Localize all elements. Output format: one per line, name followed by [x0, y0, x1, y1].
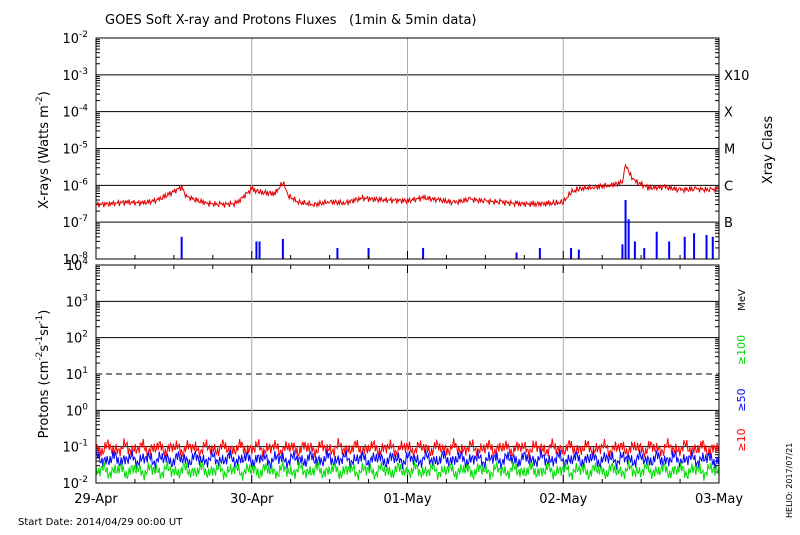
- credit-label: HELIO: 2017/07/21: [785, 443, 794, 518]
- proton-legend-label: ≥10: [735, 428, 748, 451]
- proton-tick-label: 104: [66, 257, 89, 274]
- proton-legend-label: ≥100: [735, 335, 748, 365]
- xray-y-axis: X-rays (Watts m-2): [35, 91, 52, 209]
- xray-tick-label: 10-8: [62, 251, 88, 268]
- proton-tick-label: 10-2: [62, 475, 88, 492]
- xray-long-line: [96, 163, 720, 209]
- proton-legend-entry: ≥10: [735, 428, 748, 451]
- proton-y-axis-label: Protons (cm-2s-1sr-1): [35, 310, 52, 439]
- proton-series-line: [95, 449, 720, 470]
- xray-class-axis: Xray Class: [761, 116, 776, 184]
- xray-class-label: X10: [724, 69, 749, 84]
- start-date: Start Date: 2014/04/29 00:00 UT: [18, 517, 183, 528]
- xray-tick-label: 10-6: [62, 177, 88, 194]
- time-tick-label: 02-May: [539, 492, 587, 507]
- proton-legend-label: ≥50: [735, 388, 748, 411]
- xray-tick-label: 10-7: [62, 214, 88, 231]
- proton-unit-label: MeV: [737, 289, 748, 311]
- proton-tick-label: 102: [66, 330, 88, 347]
- time-tick-label: 29-Apr: [74, 492, 118, 507]
- xray-class-label: C: [724, 179, 733, 194]
- proton-unit: MeV: [737, 289, 748, 311]
- xray-tick-label: 10-5: [62, 141, 88, 158]
- proton-y-axis: Protons (cm-2s-1sr-1): [35, 310, 52, 439]
- proton-tick-label: 100: [66, 402, 89, 419]
- xray-tick-label: 10-2: [62, 30, 88, 47]
- chart-title: GOES Soft X-ray and Protons Fluxes (1min…: [105, 13, 477, 28]
- xray-class-label: B: [724, 216, 733, 231]
- proton-panel: 10-2 10-1 100 101 102 103 104 MeV ≥10 ≥50 ≥100 Prot…: [35, 257, 748, 492]
- xray-class-axis-label: Xray Class: [761, 116, 776, 184]
- xray-y-axis-label: X-rays (Watts m-2): [35, 91, 52, 209]
- xray-tick-label: 10-4: [62, 104, 88, 121]
- proton-tick-label: 103: [66, 293, 88, 310]
- proton-series-line: [95, 438, 720, 459]
- xray-class-label: M: [724, 143, 735, 158]
- time-tick-label: 01-May: [383, 492, 431, 507]
- time-tick-label: 03-May: [695, 492, 743, 507]
- xray-class-label: X: [724, 106, 733, 121]
- proton-tick-label: 10-1: [62, 439, 88, 456]
- proton-legend-entry: ≥50: [735, 388, 748, 411]
- proton-legend-entry: ≥100: [735, 335, 748, 365]
- xray-tick-label: 10-3: [62, 67, 88, 84]
- proton-tick-label: 101: [66, 366, 88, 383]
- time-tick-label: 30-Apr: [230, 492, 274, 507]
- credit-text: HELIO: 2017/07/21: [785, 443, 794, 518]
- time-axis: 29-Apr 30-Apr 01-May 02-May 03-May: [74, 251, 743, 507]
- xray-panel: 10-8 10-7 10-6 10-5 10-4 10-3 10-2 B C M X X10 Xray …: [35, 30, 776, 268]
